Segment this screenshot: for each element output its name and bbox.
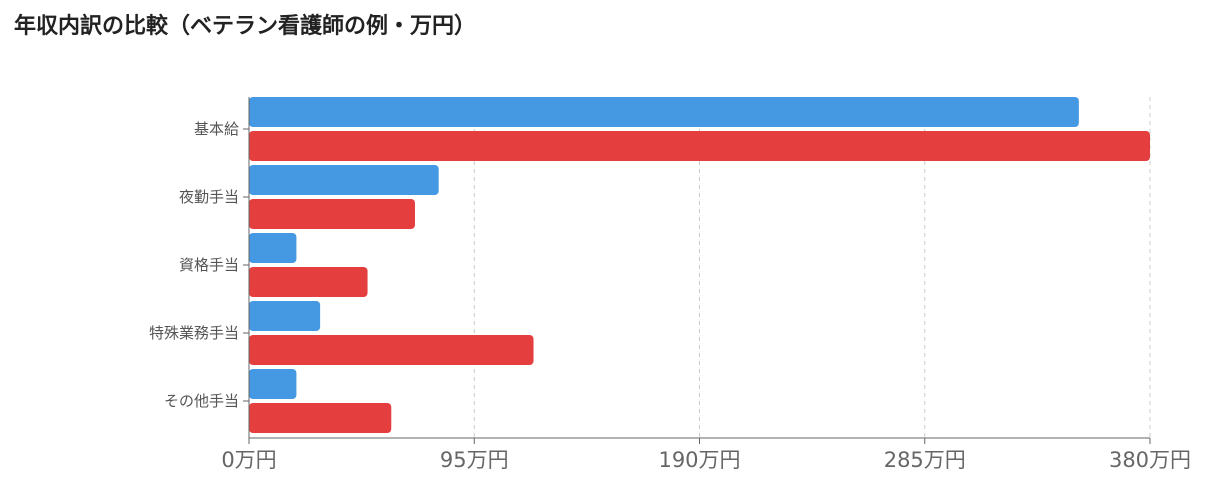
x-tick-label: 95万円 [440,448,509,472]
bar-series-a [249,301,321,331]
x-tick-label: 380万円 [1109,448,1191,472]
chart-title: 年収内訳の比較（ベテラン看護師の例・万円） [14,14,477,39]
bar-series-b [249,131,1150,161]
bar-series-b [249,267,368,297]
bar-series-a [249,97,1079,127]
bar-series-b [249,403,392,433]
bar-series-a [249,165,439,195]
bar-series-b [249,199,415,229]
x-tick-label: 190万円 [658,448,740,472]
category-label: その他手当 [164,392,239,410]
x-tick-label: 285万円 [884,448,966,472]
bar-series-a [249,233,297,263]
bar-series-b [249,335,534,365]
category-label: 夜勤手当 [179,188,239,206]
category-label: 基本給 [194,120,239,138]
category-label: 資格手当 [179,256,239,274]
bars [249,97,1150,433]
x-tick-label: 0万円 [221,448,276,472]
bar-series-a [249,369,297,399]
category-label: 特殊業務手当 [149,324,239,342]
